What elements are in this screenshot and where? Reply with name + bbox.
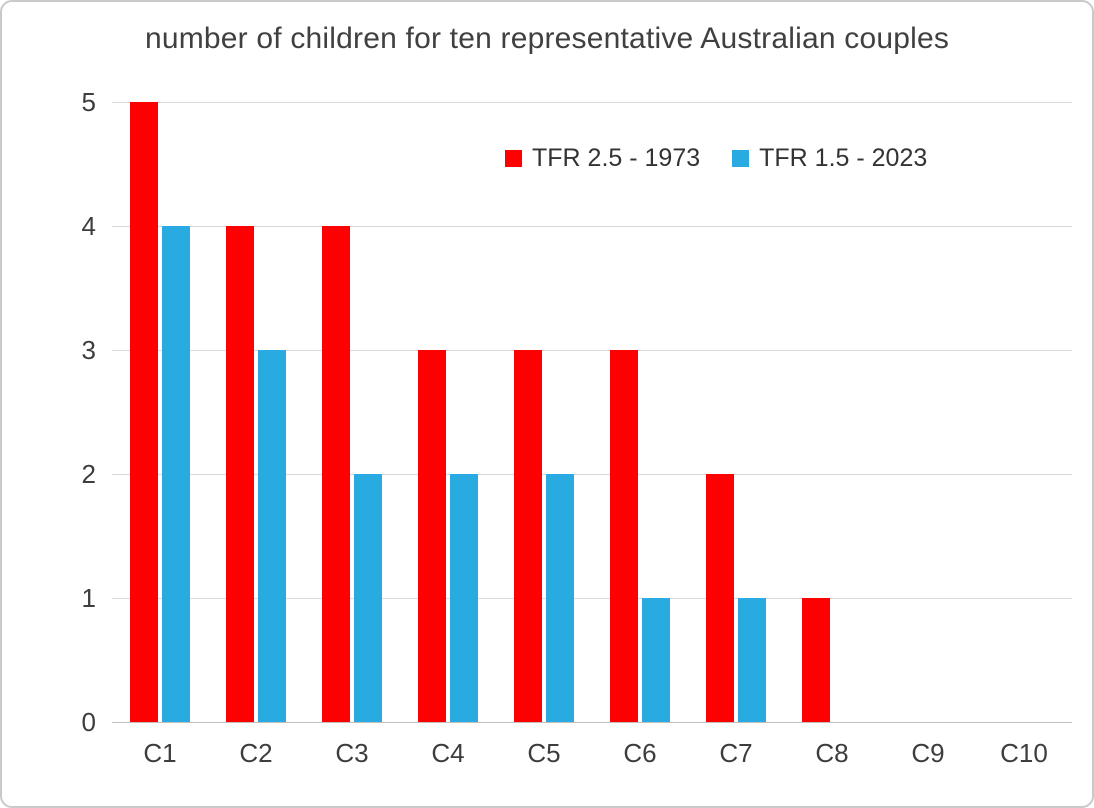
gridline-0	[112, 722, 1072, 723]
bar-C3-tfr-2.5-1973	[322, 226, 350, 722]
x-tick-label-C4: C4	[431, 738, 465, 768]
bar-C7-tfr-1.5-2023	[738, 598, 766, 722]
bar-group-C6	[592, 102, 688, 722]
x-tick-label-C10: C10	[1000, 738, 1048, 768]
bar-C1-tfr-1.5-2023	[162, 226, 190, 722]
x-tick-label-C2: C2	[239, 738, 273, 768]
bar-C4-tfr-2.5-1973	[418, 350, 446, 722]
bar-group-C9	[880, 102, 976, 722]
bar-C2-tfr-1.5-2023	[258, 350, 286, 722]
chart-title: number of children for ten representativ…	[144, 22, 950, 55]
y-tick-label-4: 4	[81, 211, 96, 241]
legend-item-tfr-2023: TFR 1.5 - 2023	[732, 144, 927, 173]
plot-area: 0 1 2 3 4 5 C1 C2 C3 C4 C5 C6 C7 C8 C9 C10 TFR 2.5 - 1…	[82, 87, 1072, 768]
gridline-2	[112, 474, 1072, 475]
y-tick-label-1: 1	[81, 583, 96, 613]
y-tick-label-5: 5	[81, 87, 96, 117]
bar-C6-tfr-2.5-1973	[610, 350, 638, 722]
bar-C8-tfr-2.5-1973	[802, 598, 830, 722]
bar-group-C8	[784, 102, 880, 722]
bar-group-C10	[976, 102, 1072, 722]
legend-swatch-blue-icon	[732, 150, 750, 167]
bar-group-C2	[208, 102, 304, 722]
x-tick-label-C5: C5	[527, 738, 561, 768]
legend: TFR 2.5 - 1973 TFR 1.5 - 2023	[505, 144, 927, 173]
bar-C1-tfr-2.5-1973	[130, 102, 158, 722]
x-tick-label-C7: C7	[719, 738, 753, 768]
bar-C4-tfr-1.5-2023	[450, 474, 478, 722]
legend-label-tfr-1973: TFR 2.5 - 1973	[532, 144, 701, 172]
legend-label-tfr-2023: TFR 1.5 - 2023	[759, 144, 928, 172]
legend-swatch-red-icon	[505, 150, 522, 167]
x-tick-label-C1: C1	[143, 738, 177, 768]
bar-C7-tfr-2.5-1973	[706, 474, 734, 722]
gridline-1	[112, 598, 1072, 599]
gridline-5	[112, 102, 1072, 103]
bar-group-C1	[112, 102, 208, 722]
x-tick-label-C6: C6	[623, 738, 657, 768]
bar-group-C4	[400, 102, 496, 722]
y-tick-label-0: 0	[81, 707, 96, 737]
bar-group-C7	[688, 102, 784, 722]
x-tick-label-C9: C9	[911, 738, 945, 768]
y-tick-label-2: 2	[81, 459, 96, 489]
bar-C6-tfr-1.5-2023	[642, 598, 670, 722]
y-tick-label-3: 3	[81, 335, 96, 365]
gridline-3	[112, 350, 1072, 351]
bar-group-C3	[304, 102, 400, 722]
bar-C2-tfr-2.5-1973	[226, 226, 254, 722]
bar-C5-tfr-2.5-1973	[514, 350, 542, 722]
bar-C5-tfr-1.5-2023	[546, 474, 574, 722]
x-tick-label-C8: C8	[815, 738, 849, 768]
gridline-4	[112, 226, 1072, 227]
bar-group-C5	[496, 102, 592, 722]
bar-C3-tfr-1.5-2023	[354, 474, 382, 722]
x-tick-label-C3: C3	[335, 738, 369, 768]
legend-item-tfr-1973: TFR 2.5 - 1973	[505, 144, 700, 173]
